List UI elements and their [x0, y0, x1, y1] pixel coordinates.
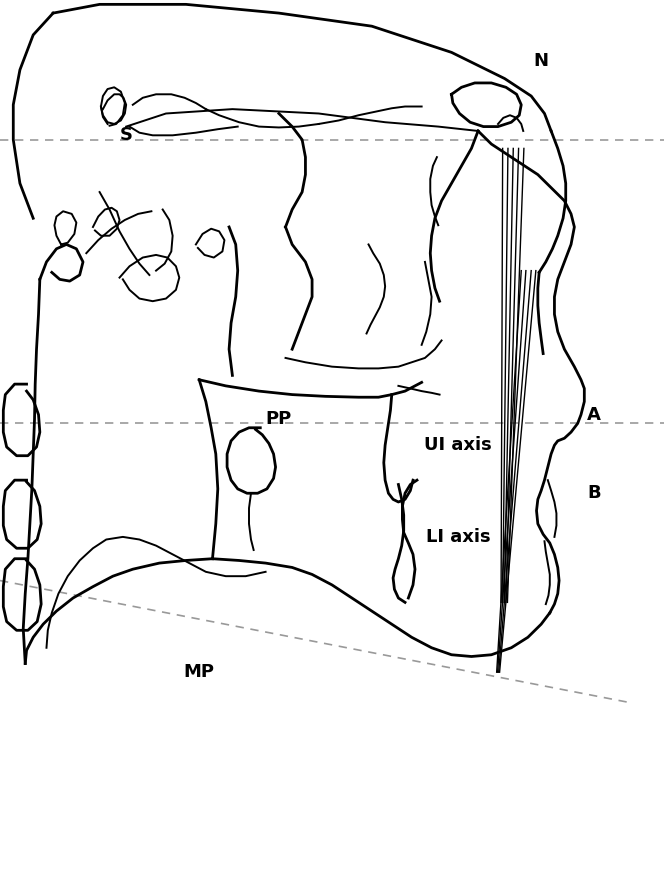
Text: B: B: [588, 485, 601, 502]
Text: LI axis: LI axis: [426, 528, 491, 546]
Text: A: A: [588, 406, 601, 423]
Text: MP: MP: [184, 663, 214, 681]
Text: PP: PP: [266, 410, 292, 428]
Text: S: S: [120, 127, 133, 144]
Text: UI axis: UI axis: [424, 436, 492, 454]
Text: N: N: [534, 52, 548, 70]
